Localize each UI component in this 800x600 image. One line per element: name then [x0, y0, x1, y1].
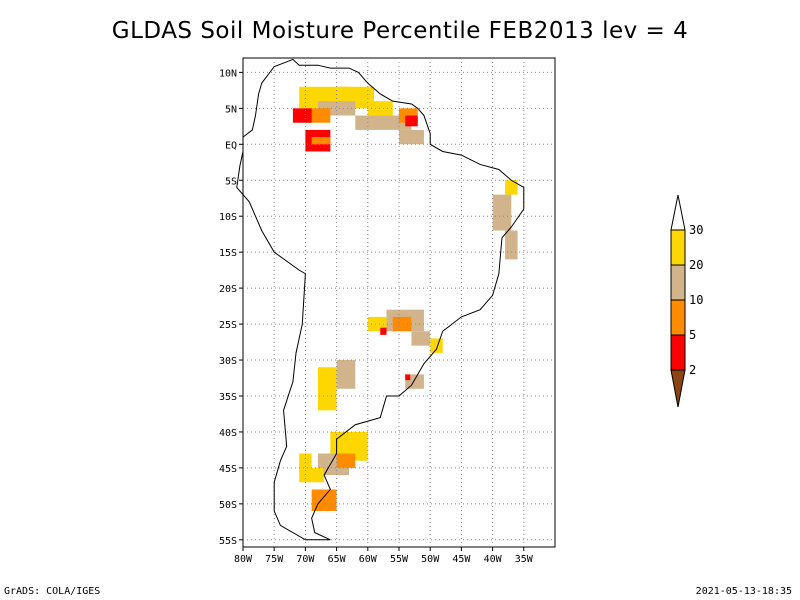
grads-credit: GrADS: COLA/IGES: [4, 586, 101, 597]
anomaly-cell-30: [405, 374, 411, 381]
anomaly-cell-22: [317, 367, 337, 411]
anomaly-layer: [292, 86, 518, 512]
anomaly-cell-14: [505, 230, 518, 260]
y-tick-label: 5S: [225, 176, 237, 187]
anomaly-cell-13: [505, 180, 518, 195]
y-tick-label: 10N: [219, 68, 237, 79]
anomaly-cell-18: [380, 327, 387, 335]
lat-lon-grid: [243, 58, 555, 547]
anomaly-cell-28: [311, 467, 325, 483]
colorbar-label: 20: [689, 258, 703, 272]
anomaly-cell-26: [299, 453, 312, 483]
x-tick-label: 80W: [234, 554, 253, 565]
anomaly-cell-10: [405, 115, 418, 127]
anomaly-cell-4: [292, 108, 312, 123]
y-tick-label: 50S: [219, 500, 237, 511]
anomaly-cell-8: [367, 101, 393, 116]
colorbar-seg-2_5: [670, 334, 686, 371]
coastline-layer: [236, 58, 525, 541]
x-tick-label: 65W: [328, 554, 347, 565]
anomaly-cell-12: [492, 194, 512, 231]
x-tick-label: 70W: [296, 554, 315, 565]
colorbar-seg-10_20: [670, 264, 686, 301]
anomaly-cell-20: [430, 338, 443, 353]
y-tick-label: 20S: [219, 284, 237, 295]
colorbar-below-2: [670, 369, 686, 408]
colorbar: 2 5 10 20 30: [670, 194, 703, 408]
colorbar-label: 30: [689, 223, 703, 237]
anomaly-cell-21: [336, 360, 356, 389]
colorbar-seg-20_30: [670, 229, 686, 266]
y-tick-label: 25S: [219, 320, 237, 331]
y-tick-label: EQ: [225, 140, 237, 151]
anomaly-cell-7: [355, 115, 412, 130]
colorbar-seg-5_10: [670, 299, 686, 336]
anomaly-cell-17: [392, 316, 412, 332]
anomaly-cell-27: [311, 489, 337, 512]
anomaly-cell-11: [399, 129, 424, 145]
y-tick-label: 5N: [225, 104, 237, 115]
anomaly-cell-6: [311, 137, 331, 145]
longitude-axis: 80W 75W 70W 65W 60W 55W 50W 45W 40W 35W: [234, 547, 534, 565]
x-tick-label: 45W: [452, 554, 471, 565]
y-tick-label: 15S: [219, 248, 237, 259]
colorbar-label: 10: [689, 293, 703, 307]
y-tick-label: 40S: [219, 428, 237, 439]
colorbar-label: 2: [689, 363, 696, 377]
chart-title: GLDAS Soil Moisture Percentile FEB2013 l…: [111, 18, 689, 44]
anomaly-cell-25: [336, 453, 356, 468]
colorbar-label: 5: [689, 328, 696, 342]
x-tick-label: 40W: [484, 554, 503, 565]
x-tick-label: 75W: [265, 554, 284, 565]
x-tick-label: 35W: [515, 554, 534, 565]
y-tick-label: 55S: [219, 536, 237, 547]
continent-outline: [236, 58, 525, 541]
y-tick-label: 30S: [219, 356, 237, 367]
y-tick-label: 10S: [219, 212, 237, 223]
x-tick-label: 55W: [390, 554, 409, 565]
y-tick-label: 35S: [219, 392, 237, 403]
colorbar-above-30: [670, 194, 686, 231]
timestamp: 2021-05-13-18:35: [695, 586, 792, 597]
latitude-axis: 10N 5N EQ 5S 10S 15S 20S 25S 30S 35S 40S 45S 50S 55S: [219, 68, 243, 547]
y-tick-label: 45S: [219, 464, 237, 475]
anomaly-cell-19: [411, 331, 431, 346]
x-tick-label: 60W: [359, 554, 378, 565]
x-tick-label: 50W: [421, 554, 440, 565]
